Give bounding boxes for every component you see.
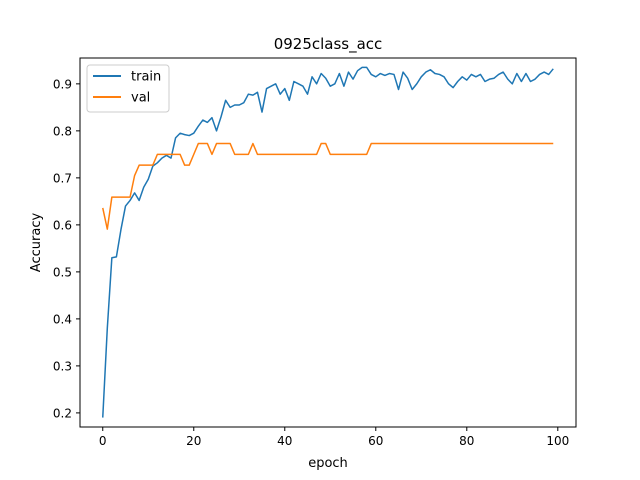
x-tick-label: 60 <box>368 434 383 448</box>
x-tick-label: 40 <box>277 434 292 448</box>
legend: train val <box>86 64 170 113</box>
y-tick-label: 0.4 <box>53 312 72 326</box>
y-tick-label: 0.2 <box>53 406 72 420</box>
x-tick-label: 20 <box>186 434 201 448</box>
legend-val-label: val <box>131 91 150 106</box>
plot-frame <box>79 57 577 428</box>
y-tick-label: 0.9 <box>53 77 72 91</box>
series-line-train <box>102 66 554 418</box>
x-tick-label: 0 <box>99 434 107 448</box>
x-axis: 0 20 40 60 80 100 <box>99 427 569 448</box>
x-tick-label: 100 <box>546 434 569 448</box>
y-axis-label: Accuracy <box>29 213 44 273</box>
y-tick-label: 0.8 <box>53 124 72 138</box>
chart-title: 0925class_acc <box>274 35 383 54</box>
x-axis-label: epoch <box>308 456 348 471</box>
y-tick-label: 0.7 <box>53 171 72 185</box>
x-tick-label: 80 <box>459 434 474 448</box>
y-axis: 0.2 0.3 0.4 0.5 0.6 0.7 0.8 0.9 <box>53 77 80 420</box>
y-tick-label: 0.3 <box>53 359 72 373</box>
series-line-val <box>102 142 554 230</box>
series-layer <box>102 66 554 418</box>
y-tick-label: 0.6 <box>53 218 72 232</box>
legend-train-label: train <box>131 70 161 85</box>
y-tick-label: 0.5 <box>53 265 72 279</box>
